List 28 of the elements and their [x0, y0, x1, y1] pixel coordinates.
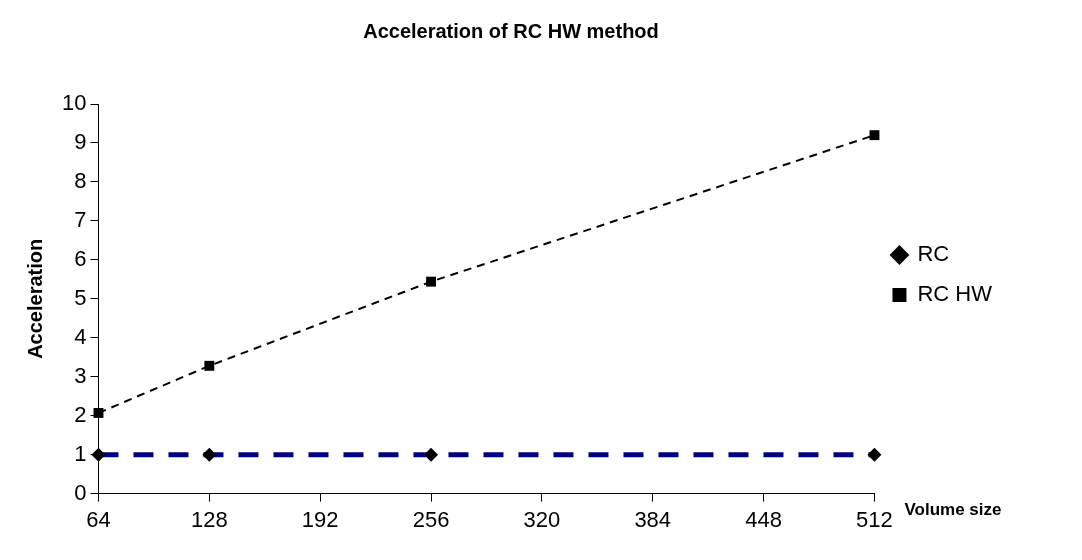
y-tick-label: 9	[74, 129, 87, 155]
x-tick-label: 448	[745, 506, 782, 532]
x-axis-title: Volume size	[904, 500, 1002, 520]
y-axis-title: Acceleration	[23, 238, 46, 359]
y-tick-label: 2	[74, 401, 87, 427]
chart-title: Acceleration of RC HW method	[363, 19, 659, 42]
legend-label: RC HW	[917, 281, 993, 307]
point	[204, 360, 215, 371]
y-tick-label: 4	[74, 323, 87, 349]
y-tick-label: 6	[74, 245, 87, 271]
y-tick-label: 5	[74, 284, 87, 310]
y-tick-label: 10	[61, 90, 87, 116]
legend-label: RC	[917, 241, 950, 267]
y-tick-label: 0	[74, 479, 87, 505]
point	[869, 130, 880, 141]
y-tick-label: 7	[74, 206, 87, 232]
point	[93, 408, 104, 418]
y-tick-label: 8	[74, 167, 87, 193]
x-tick-label: 512	[856, 506, 893, 532]
x-tick-label: 384	[634, 506, 672, 532]
x-tick-label: 320	[523, 506, 561, 532]
x-tick-label: 256	[412, 506, 450, 532]
x-tick-label: 128	[190, 506, 228, 532]
y-tick-label: 1	[74, 440, 87, 466]
x-tick-label: 64	[86, 506, 111, 532]
x-tick-label: 192	[301, 506, 339, 532]
point	[426, 276, 436, 287]
y-tick-label: 3	[74, 362, 87, 388]
